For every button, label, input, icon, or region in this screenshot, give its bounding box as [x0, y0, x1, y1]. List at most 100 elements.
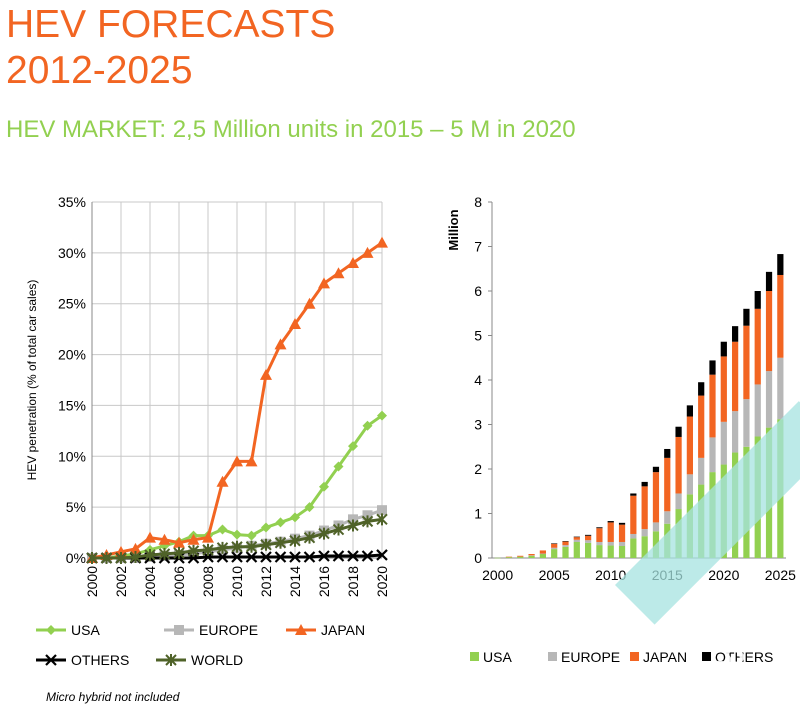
bar-segment-others [630, 493, 637, 496]
data-point-others [347, 550, 359, 562]
bar-segment-usa [630, 538, 637, 558]
bar-segment-japan [517, 555, 524, 557]
series-others [86, 549, 388, 564]
bar-segment-europe [664, 511, 671, 524]
data-point-world [274, 536, 287, 549]
data-point-others [245, 551, 258, 563]
data-point-japan [216, 475, 229, 487]
data-point-usa [290, 512, 300, 523]
title-line-1: HEV FORECASTS [6, 3, 336, 46]
bar-segment-usa [494, 557, 501, 559]
y-tick-label: 1 [474, 506, 482, 522]
bar-segment-europe [618, 541, 626, 546]
bar-segment-europe [585, 540, 592, 543]
data-point-europe [377, 505, 387, 516]
x-tick-label: 2000 [84, 566, 100, 597]
bar-segment-europe [641, 529, 648, 537]
legend-item-others: OTHERS [36, 652, 129, 668]
y-tick-label: 5% [66, 499, 86, 515]
data-point-others [274, 551, 287, 563]
bar-segment-others [585, 534, 592, 536]
legend-swatch-japan [630, 652, 639, 661]
bar-segment-japan [664, 457, 671, 512]
legend-item-usa: USA [36, 622, 100, 638]
data-point-world [289, 534, 301, 547]
bar-segment-others [709, 360, 716, 375]
bar-segment-japan [539, 550, 546, 554]
bar-segment-europe [720, 421, 727, 465]
data-point-japan [303, 297, 316, 309]
bar-segment-europe [765, 371, 773, 428]
y-tick-label: 6 [474, 283, 482, 299]
data-point-others [231, 551, 243, 563]
data-point-japan [144, 531, 156, 543]
bar-segment-usa [585, 542, 592, 558]
data-point-japan [332, 267, 345, 279]
legend-label-europe: EUROPE [199, 622, 258, 638]
bar-segment-others [777, 254, 784, 275]
bar-segment-europe [698, 457, 705, 485]
bar-segment-others [596, 527, 603, 529]
x-tick-label: 2014 [287, 566, 303, 597]
x-tick-label: 2020 [374, 566, 390, 597]
data-point-japan [158, 533, 171, 545]
hev-sales-stacked-bar-chart: 012345678Million200020052010201520202025… [446, 194, 796, 665]
bar-segment-europe [607, 541, 614, 546]
data-point-world [332, 523, 345, 536]
bar-segment-japan [585, 535, 592, 541]
bar-segment-usa [517, 556, 524, 558]
data-point-world [86, 552, 98, 564]
y-tick-label: 15% [58, 397, 86, 413]
x-tick-label: 2012 [258, 566, 274, 597]
x-tick-label: 2008 [200, 566, 216, 597]
bar-segment-japan [709, 374, 716, 438]
bar-segment-japan [675, 436, 682, 494]
bar-segment-others [652, 466, 660, 473]
bar-segment-europe [675, 493, 682, 510]
legend-label-europe: EUROPE [561, 649, 620, 665]
legend-label-usa: USA [483, 649, 512, 665]
data-point-usa [362, 420, 373, 431]
data-point-japan [347, 257, 359, 269]
bar-segment-usa [539, 553, 546, 558]
bar-segment-usa [573, 541, 580, 558]
data-point-europe [348, 514, 358, 525]
bar-segment-usa [505, 557, 513, 558]
data-point-world [260, 538, 272, 551]
data-point-world [158, 547, 171, 560]
bar-segment-japan [720, 356, 727, 422]
y-axis-title: HEV penetration (% of total car sales) [25, 280, 39, 481]
bar-segment-japan [573, 537, 580, 540]
y-tick-label: 30% [58, 245, 86, 261]
data-point-world [187, 544, 200, 557]
legend-label-japan: JAPAN [321, 622, 365, 638]
bar-segment-japan [630, 495, 637, 534]
legend-label-world: WORLD [191, 652, 243, 668]
data-point-usa [319, 481, 329, 492]
legend-label-japan: JAPAN [643, 649, 687, 665]
x-tick-label: 2000 [482, 567, 513, 583]
data-point-others [216, 551, 229, 563]
data-point-others [289, 551, 301, 563]
data-point-world [231, 540, 243, 553]
bar-segment-japan [777, 274, 784, 358]
legend-marker-europe [174, 625, 184, 635]
bar-segment-europe [732, 411, 739, 453]
bar-segment-japan [562, 541, 569, 546]
bar-segment-japan [618, 524, 626, 542]
bar-segment-japan [652, 472, 660, 523]
y-axis-title: Million [446, 209, 461, 250]
y-tick-label: 7 [474, 239, 482, 255]
bar-segment-europe [573, 539, 580, 542]
data-point-others [332, 550, 345, 562]
bar-segment-others [754, 291, 761, 309]
data-point-japan [318, 277, 330, 289]
y-tick-label: 35% [58, 194, 86, 210]
bar-segment-others [641, 481, 648, 487]
data-point-others [303, 551, 316, 563]
bar-segment-japan [607, 522, 614, 542]
bar-segment-others [732, 326, 739, 342]
bar-segment-usa [562, 546, 569, 558]
data-point-others [318, 550, 330, 562]
data-point-world [129, 550, 142, 563]
